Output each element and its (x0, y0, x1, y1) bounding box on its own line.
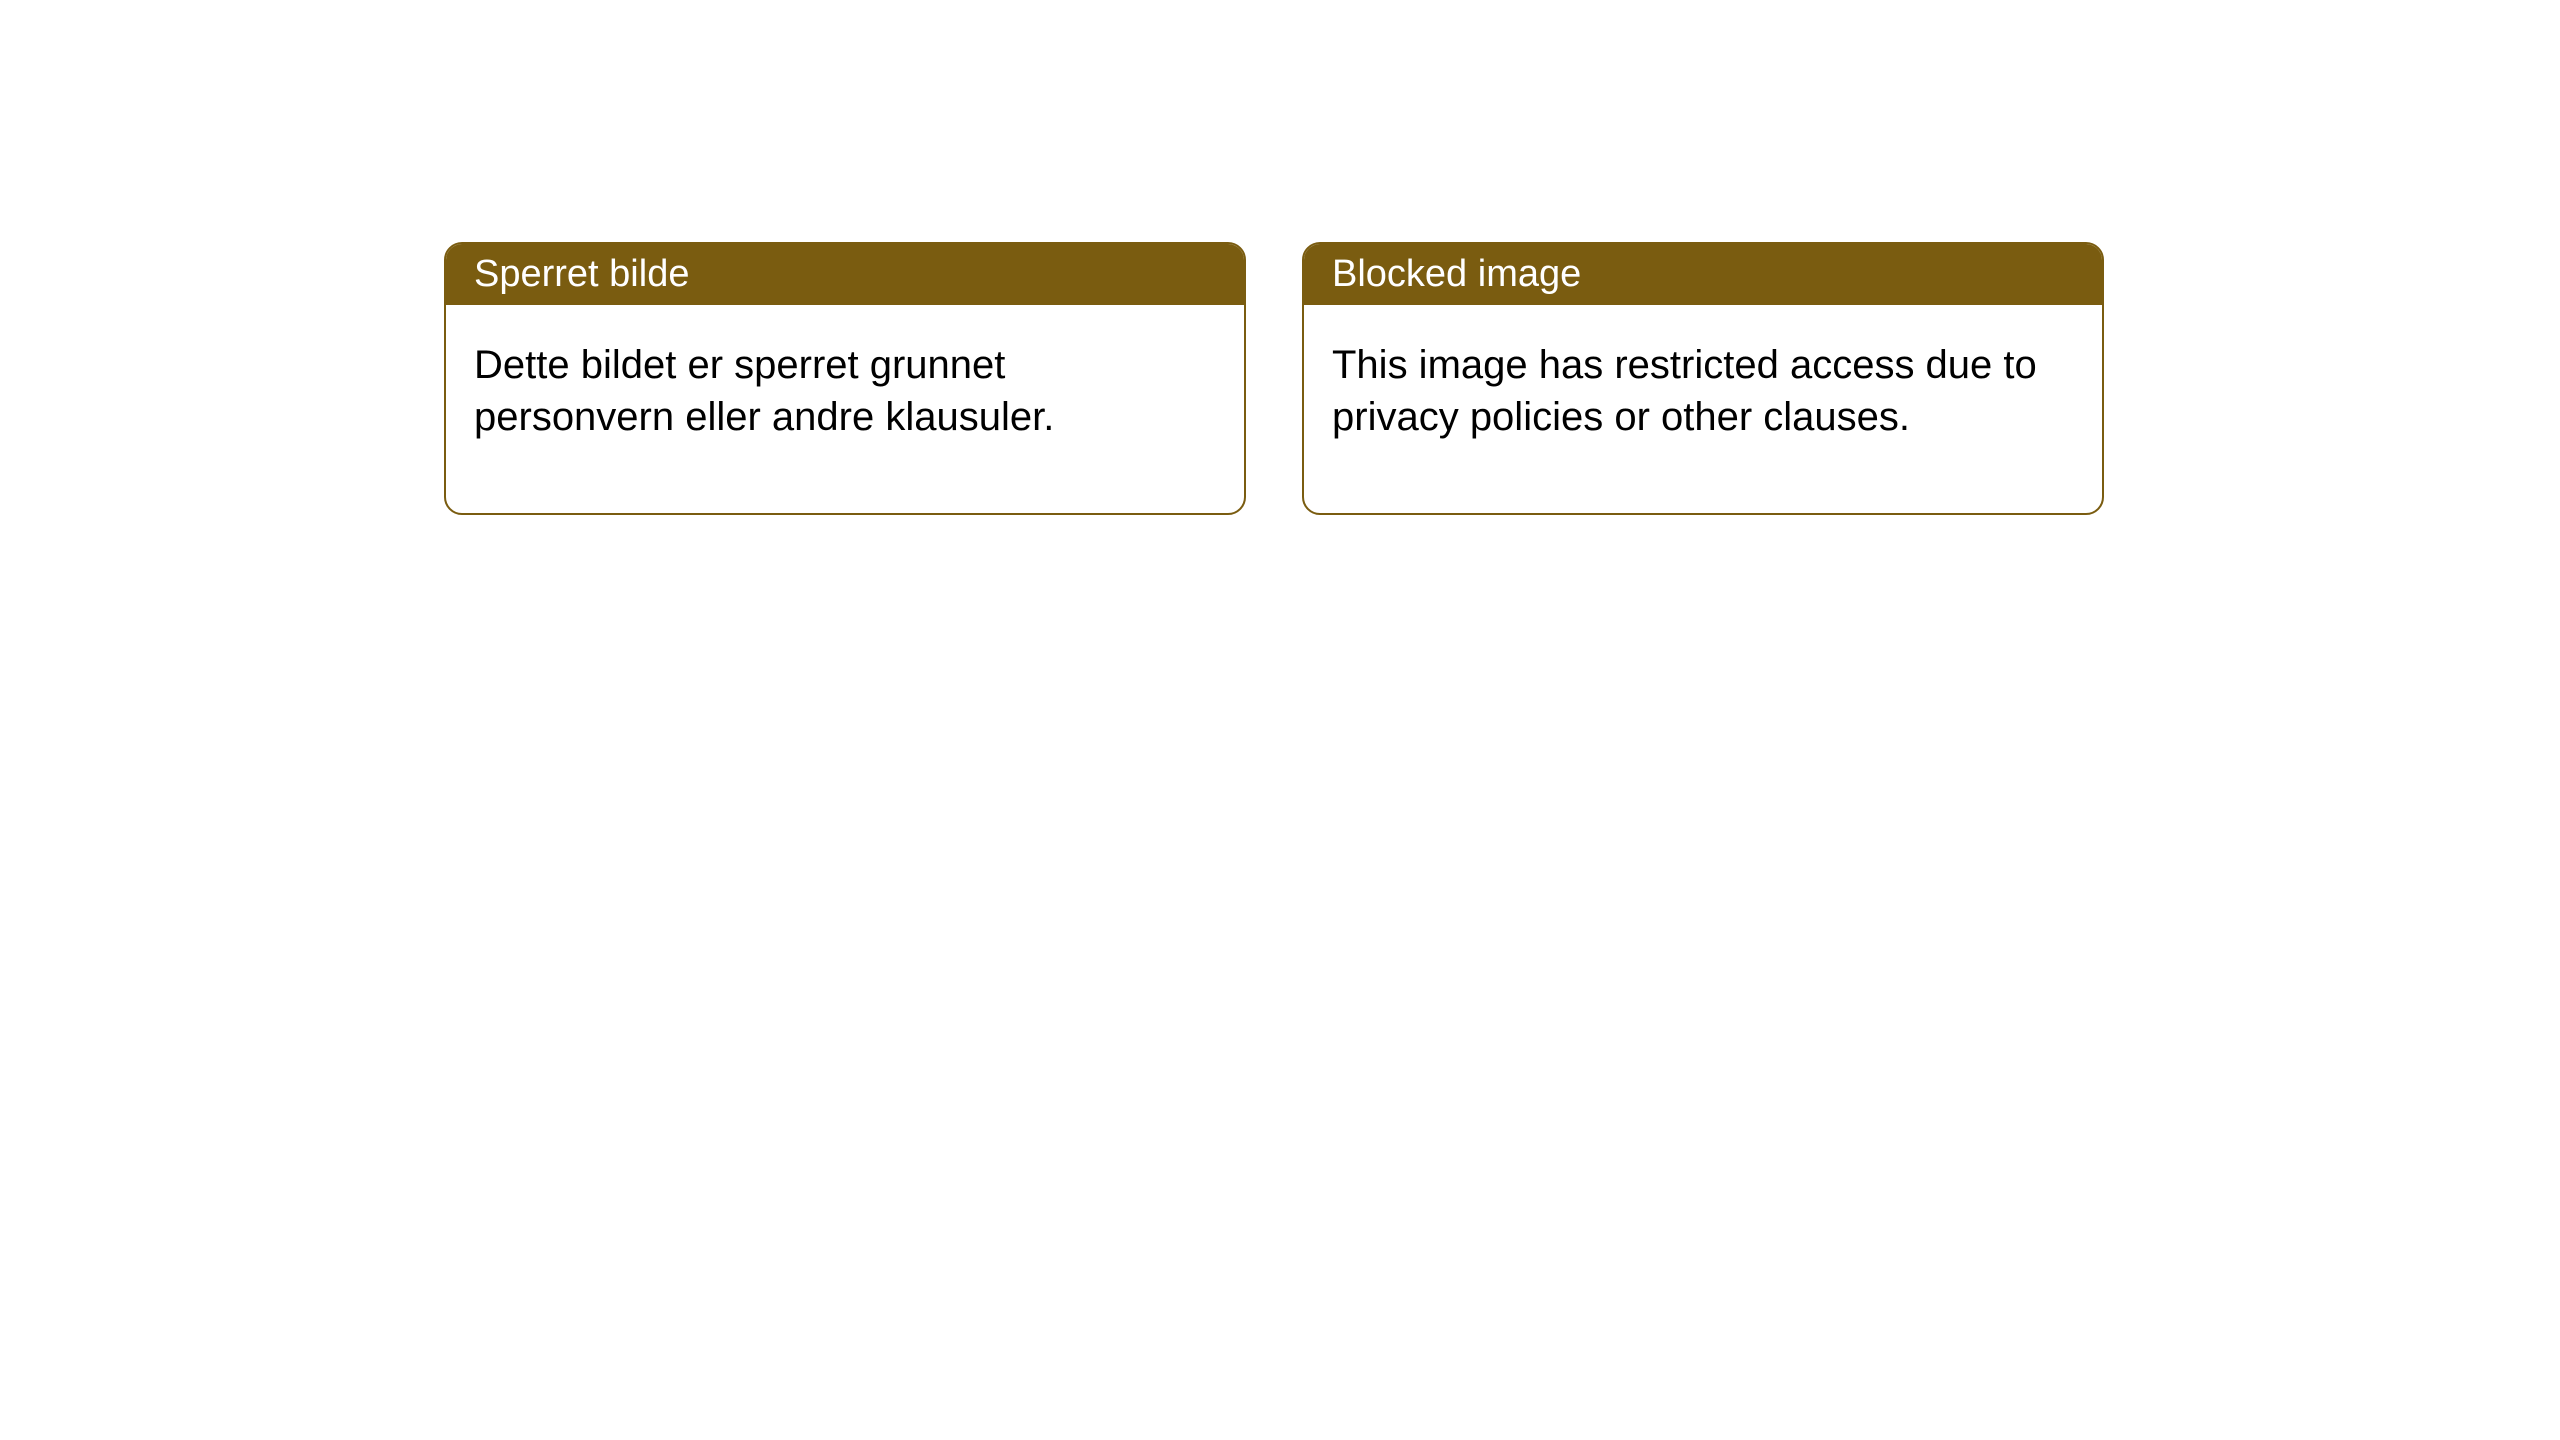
card-title-english: Blocked image (1304, 244, 2102, 305)
blocked-image-card-norwegian: Sperret bilde Dette bildet er sperret gr… (444, 242, 1246, 515)
card-body-norwegian: Dette bildet er sperret grunnet personve… (446, 305, 1244, 513)
notice-container: Sperret bilde Dette bildet er sperret gr… (0, 0, 2560, 515)
card-title-norwegian: Sperret bilde (446, 244, 1244, 305)
card-body-english: This image has restricted access due to … (1304, 305, 2102, 513)
blocked-image-card-english: Blocked image This image has restricted … (1302, 242, 2104, 515)
